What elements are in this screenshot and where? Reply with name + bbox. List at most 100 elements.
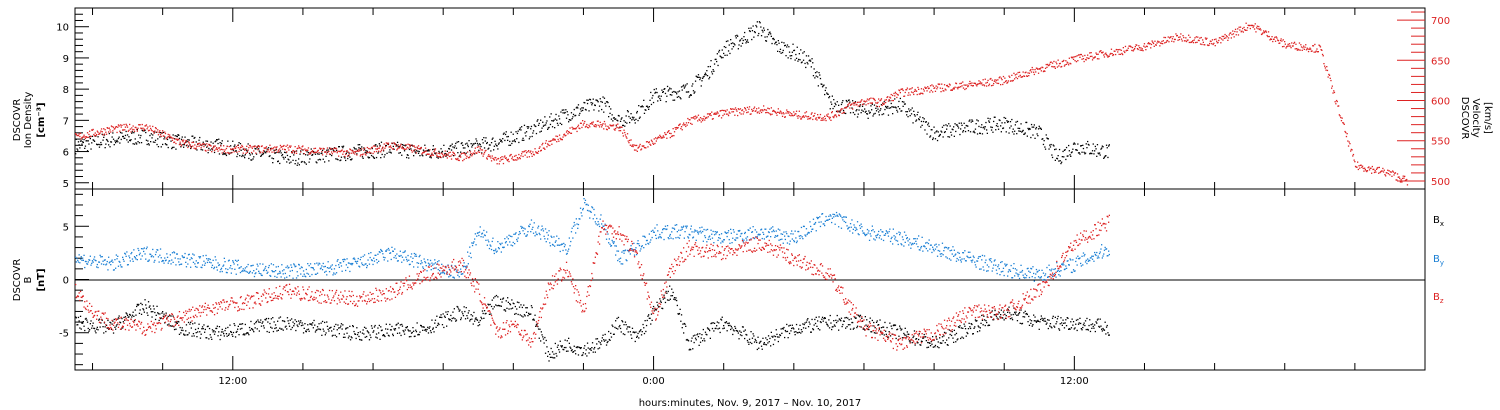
bx-series-point [1089, 330, 1092, 333]
bx-series-point [540, 340, 542, 342]
density-series-point [756, 26, 758, 28]
bx-series-point [695, 339, 697, 341]
bx-series-point [844, 317, 846, 319]
bx-series-point [334, 334, 336, 336]
bx-series-point [392, 333, 394, 335]
density-series-point [666, 95, 668, 97]
bx-series-point [915, 338, 918, 340]
velocity-series-point [211, 151, 213, 153]
velocity-series-point [400, 143, 402, 146]
velocity-series-point [418, 147, 420, 150]
velocity-series-point [1146, 45, 1148, 48]
bx-series-point [1057, 315, 1059, 318]
bx-series-point [927, 341, 929, 344]
bx-series-point [1028, 324, 1031, 326]
velocity-series-point [1378, 172, 1380, 174]
density-series-point [1019, 130, 1021, 132]
velocity-series-point [779, 110, 782, 112]
bx-series-point [388, 335, 390, 337]
density-series-point [608, 116, 610, 118]
velocity-series-point [1365, 170, 1367, 172]
density-series-point [1088, 144, 1090, 146]
velocity-series-point [368, 147, 370, 150]
bx-series-point [1044, 320, 1047, 322]
bx-series-point [792, 327, 794, 329]
bx-series-point [413, 335, 415, 338]
velocity-series-point [380, 149, 383, 151]
bx-series-point [692, 335, 695, 337]
velocity-series-point [542, 142, 544, 145]
density-series-point [317, 159, 319, 161]
velocity-series-point [901, 88, 904, 90]
density-series-point [392, 145, 394, 148]
bx-series-point [315, 329, 317, 332]
bx-series-point [309, 323, 312, 325]
density-series-point [122, 135, 124, 138]
velocity-series-point [642, 145, 644, 147]
bx-series-point [194, 322, 196, 324]
density-series-point [141, 129, 143, 131]
bx-series-point [754, 338, 756, 341]
velocity-series-point [293, 150, 295, 152]
density-series-point [986, 129, 988, 131]
bx-series-point [980, 322, 982, 324]
bx-series-point [111, 323, 113, 325]
velocity-series-point [207, 149, 209, 151]
density-series-point [729, 52, 731, 55]
bx-series-point [86, 319, 88, 321]
bx-series-point [347, 327, 349, 329]
velocity-series-point [657, 137, 659, 139]
bx-series-point [439, 316, 441, 318]
density-series-point [621, 117, 623, 119]
velocity-series-point [474, 147, 476, 149]
density-series-point [1089, 152, 1092, 154]
velocity-series-point [843, 111, 845, 114]
field-tick-label: 5 [63, 222, 69, 233]
density-series-point [291, 151, 293, 153]
velocity-series-point [1385, 172, 1387, 174]
bx-series-point [535, 325, 537, 327]
density-series-point [816, 71, 818, 73]
density-series-point [418, 150, 420, 153]
velocity-series-point [575, 128, 577, 130]
bx-series-point [221, 328, 223, 331]
velocity-series-point [965, 87, 967, 90]
velocity-series-point [1291, 42, 1293, 44]
bx-series-point [755, 340, 757, 342]
density-series-point [849, 101, 851, 103]
bx-series-point [253, 323, 256, 325]
density-series-point [606, 101, 608, 103]
density-series-point [817, 76, 819, 78]
bx-series-point [290, 328, 292, 331]
velocity-series-point [370, 152, 372, 154]
density-series-point [316, 162, 318, 164]
density-series-point [301, 160, 303, 163]
bx-series-point [517, 313, 519, 316]
velocity-series-point [930, 89, 932, 92]
velocity-series-point [684, 124, 686, 126]
density-series-point [664, 92, 667, 95]
bx-series-point [190, 327, 192, 329]
density-series-point [213, 146, 215, 148]
bx-series-point [617, 316, 620, 319]
bx-series-point [596, 343, 598, 345]
velocity-series-point [674, 127, 676, 129]
bx-series-point [129, 313, 131, 316]
bx-series-point [631, 327, 634, 329]
bx-series-point [668, 299, 670, 301]
density-series-point [185, 141, 187, 143]
velocity-series-point [764, 109, 766, 111]
bx-series-point [574, 350, 576, 352]
velocity-series-point [953, 88, 955, 90]
velocity-series-point [1247, 24, 1249, 26]
bx-series-point [781, 332, 783, 334]
velocity-series-point [1110, 52, 1112, 55]
bx-series-point [120, 328, 122, 330]
velocity-series-point [147, 130, 150, 132]
density-series-point [269, 155, 271, 157]
x-tick-label: 0:00 [642, 376, 664, 387]
density-series-point [368, 156, 371, 159]
velocity-series-point [356, 154, 358, 156]
velocity-series-point [948, 86, 950, 88]
velocity-series-point [351, 149, 353, 152]
